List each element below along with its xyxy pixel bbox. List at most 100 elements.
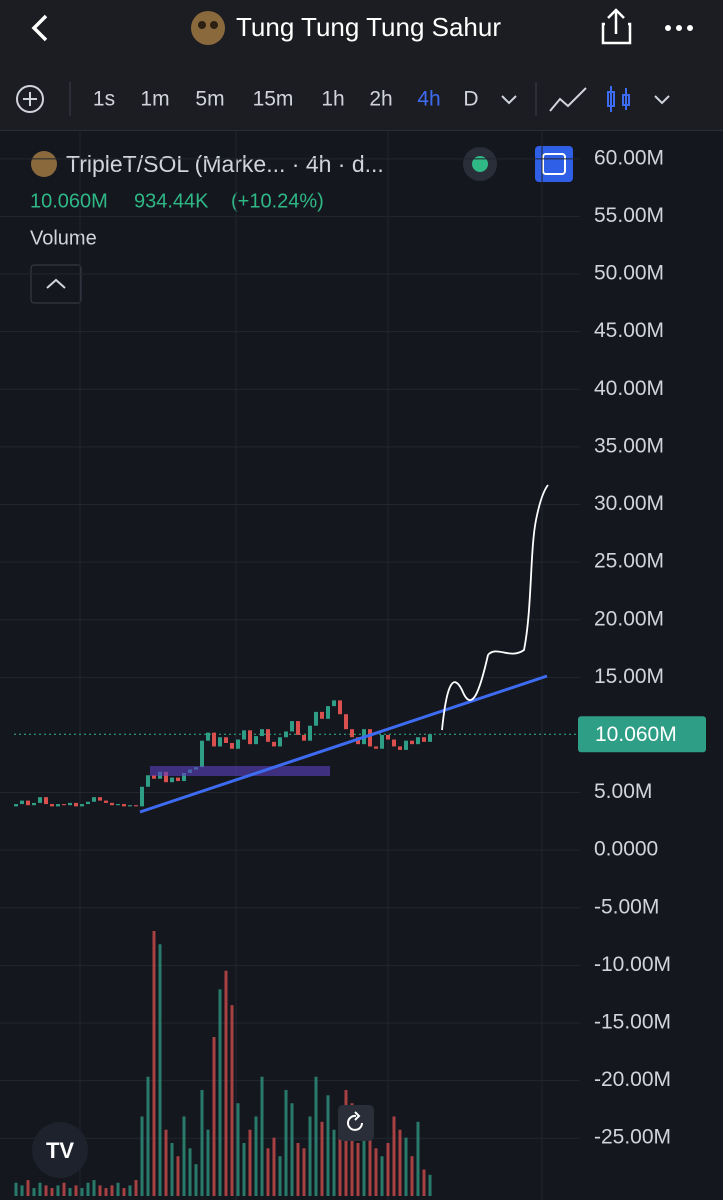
fullscreen-icon [542,153,566,175]
volume-bar [272,1137,276,1196]
volume-bar [56,1185,60,1196]
tradingview-logo [32,1122,88,1178]
reset-icon [347,1111,363,1131]
volume-bar [200,1090,204,1196]
token-avatar [191,11,225,45]
volume-bar [128,1185,132,1196]
volume-bar [182,1116,186,1196]
volume-bar [212,1037,216,1196]
candle-body [218,737,222,747]
volume-bar [68,1188,72,1196]
candle-body [326,706,330,719]
candle-body [44,797,48,805]
market-status [472,156,488,172]
volume-bar [404,1137,408,1196]
candle-body [398,746,402,750]
chart: TripleT/SOL (Marke... · 4h · d... 10.060… [0,130,706,1200]
y-tick-label: 35.00M [594,434,664,457]
timeframe-button[interactable]: 5m [195,88,224,111]
more-button[interactable] [665,25,693,31]
volume-bar [176,1156,180,1196]
y-tick-label: 20.00M [594,607,664,630]
candle-body [272,741,276,747]
candle-body [266,729,270,742]
y-tick-label: -20.00M [594,1068,671,1091]
volume-bar [194,1164,198,1196]
candle-body [290,721,294,732]
volume-bar [236,1103,240,1196]
y-tick-label: 50.00M [594,262,664,285]
y-tick-label: 60.00M [594,146,664,169]
candle-body [374,746,378,749]
volume-bar [428,1174,432,1196]
candle-body [410,740,414,745]
volume-bar [266,1148,270,1196]
volume-bar [332,1129,336,1196]
y-tick-label: -15.00M [594,1011,671,1034]
candle-body [338,700,342,715]
candle-body [380,734,384,749]
fullscreen-button[interactable] [535,146,573,182]
volume-bar [350,1103,354,1196]
volume-bar [416,1121,420,1196]
volume-bar [140,1116,144,1196]
volume-bar [314,1076,318,1196]
ohlc-close: 10.060M [30,190,108,212]
volume-bar [218,989,222,1196]
timeframe-button[interactable]: D [463,88,478,111]
candle-body [110,802,114,806]
symbol-avatar [31,151,57,177]
timeframe-button[interactable]: 4h [417,88,440,111]
timeframe-button[interactable]: 1s [93,88,115,111]
candle-body [242,730,246,740]
candle-body [350,729,354,738]
volume-bar [116,1182,120,1196]
share-button[interactable] [601,8,632,45]
line-chart-tool[interactable] [549,87,587,112]
volume-bar [92,1180,96,1196]
chart-type-menu[interactable] [654,95,670,105]
back-button[interactable] [31,14,48,42]
timeframe-button[interactable]: 2h [369,88,392,111]
y-tick-label: -25.00M [594,1126,671,1149]
volume-bar [62,1182,66,1196]
candle-body [344,714,348,730]
volume-bar [104,1188,108,1196]
last-price-label: 10.060M [595,723,677,746]
candle-body [212,732,216,747]
volume-bar [380,1156,384,1196]
volume-bar [170,1143,174,1196]
token-avatar [210,21,218,29]
volume-bar [374,1148,378,1196]
y-tick-label: 25.00M [594,550,664,573]
candle-body [320,711,324,719]
y-tick-label: 40.00M [594,377,664,400]
volume-bar [398,1129,402,1196]
more-timeframes[interactable] [501,95,517,105]
add-button[interactable] [16,85,44,113]
volume-bar [344,1090,348,1196]
candle-body [20,800,24,805]
timeframe-button[interactable]: 1h [321,88,344,111]
collapse-button[interactable] [30,264,82,304]
candle-body [164,771,168,783]
y-tick-label: 5.00M [594,780,652,803]
volume-bar [308,1116,312,1196]
timeframe-button[interactable]: 1m [140,88,169,111]
candle-type[interactable] [607,86,630,112]
volume-bar [368,1129,372,1196]
timeframe-button[interactable]: 15m [253,88,294,111]
candle-body [14,804,18,807]
volume-bar [296,1143,300,1196]
candle-body [68,802,72,806]
candle-body [152,775,156,779]
candle-body [122,804,126,807]
candle-body [224,737,228,743]
tradingview-logo: TV [46,1138,74,1163]
y-tick-label: 45.00M [594,319,664,342]
y-tick-label: -5.00M [594,895,659,918]
ohlc-change-pct: (+10.24%) [231,190,324,212]
volume-bar [20,1185,24,1196]
reset-button[interactable] [338,1105,374,1141]
